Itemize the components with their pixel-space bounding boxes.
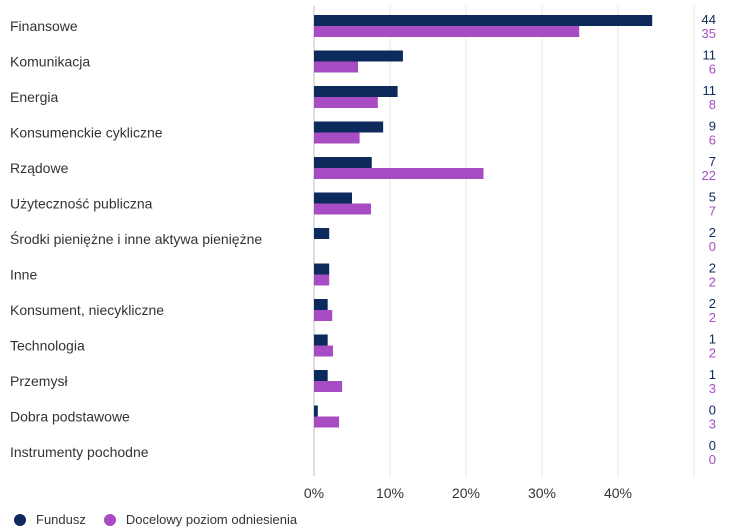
legend-benchmark-label: Docelowy poziom odniesienia — [125, 512, 298, 527]
benchmark-value-label: 0 — [709, 239, 716, 254]
benchmark-value-label: 7 — [709, 204, 716, 219]
legend-item-fund: Fundusz — [14, 512, 86, 527]
fund-bar — [314, 157, 372, 168]
category-labels: Finansowe Komunikacja Energia Konsumenckie … — [10, 18, 262, 460]
category-label: Konsumenckie cykliczne — [10, 125, 163, 141]
benchmark-bar — [314, 26, 580, 37]
x-tick-label: 0% — [304, 485, 324, 501]
benchmark-bar — [314, 345, 333, 357]
fund-value-label: 1 — [709, 367, 716, 382]
category-label: Energia — [10, 89, 58, 105]
x-tick-label: 20% — [452, 485, 480, 501]
benchmark-value-label: 6 — [709, 62, 716, 77]
benchmark-value-label: 0 — [709, 452, 716, 467]
sector-allocation-chart: Finansowe Komunikacja Energia Konsumenckie … — [10, 6, 716, 501]
x-tick-label: 40% — [604, 485, 632, 501]
benchmark-value-label: 3 — [709, 381, 716, 396]
fund-value-label: 1 — [709, 332, 716, 347]
category-label: Komunikacja — [10, 54, 90, 70]
legend-item-benchmark: Docelowy poziom odniesienia — [103, 512, 298, 527]
category-label: Konsument, niecykliczne — [10, 302, 164, 318]
benchmark-bar — [314, 168, 484, 179]
benchmark-value-label: 3 — [709, 417, 716, 432]
x-tick-label: 10% — [376, 485, 404, 501]
category-label: Użyteczność publiczna — [10, 196, 153, 212]
fund-bar — [314, 263, 330, 275]
fund-value-label: 9 — [709, 119, 716, 134]
benchmark-bar — [314, 61, 359, 73]
benchmark-bar — [314, 274, 330, 286]
legend-fund-swatch — [14, 513, 26, 526]
fund-bar — [314, 50, 403, 62]
benchmark-value-label: 22 — [702, 168, 716, 183]
benchmark-bar — [314, 310, 333, 321]
fund-value-label: 2 — [709, 296, 716, 311]
fund-bar — [314, 121, 384, 133]
fund-bar — [314, 405, 318, 417]
fund-value-label: 7 — [709, 154, 716, 169]
fund-value-label: 5 — [709, 190, 716, 205]
benchmark-bar — [314, 97, 378, 108]
x-axis-ticks: 0% 10% 20% 30% 40% — [304, 485, 632, 501]
benchmark-value-label: 2 — [709, 346, 716, 361]
fund-bar — [314, 192, 352, 204]
category-label: Środki pieniężne i inne aktywa pieniężne — [10, 230, 262, 247]
fund-bar — [314, 228, 330, 239]
benchmark-value-label: 8 — [709, 97, 716, 112]
legend-fund-label: Fundusz — [36, 512, 86, 527]
category-label: Instrumenty pochodne — [10, 444, 149, 460]
benchmark-bar — [314, 203, 371, 215]
category-label: Inne — [10, 267, 37, 283]
benchmark-value-label: 35 — [702, 26, 716, 41]
legend: Fundusz Docelowy poziom odniesienia — [14, 512, 315, 527]
category-label: Dobra podstawowe — [10, 409, 130, 425]
fund-value-label: 11 — [703, 83, 717, 98]
benchmark-value-label: 6 — [709, 133, 716, 148]
fund-bar — [314, 299, 328, 310]
benchmark-value-label: 2 — [709, 275, 716, 290]
category-label: Rządowe — [10, 160, 69, 176]
category-label: Przemysł — [10, 373, 68, 389]
benchmark-bar — [314, 416, 340, 428]
fund-bar — [314, 86, 398, 97]
fund-value-label: 11 — [703, 48, 717, 63]
fund-value-label: 0 — [709, 403, 716, 418]
legend-benchmark-swatch — [103, 513, 116, 526]
bars — [314, 15, 653, 428]
gridlines — [313, 6, 695, 476]
fund-value-label: 2 — [709, 225, 716, 240]
benchmark-bar — [314, 132, 360, 144]
fund-value-label: 0 — [709, 438, 716, 453]
x-tick-label: 30% — [528, 485, 556, 501]
category-label: Finansowe — [10, 18, 78, 34]
benchmark-bar — [314, 381, 343, 392]
category-label: Technologia — [10, 338, 85, 354]
fund-bar — [314, 334, 328, 346]
fund-value-label: 2 — [709, 261, 716, 276]
fund-bar — [314, 15, 653, 26]
fund-bar — [314, 370, 328, 381]
benchmark-value-label: 2 — [709, 310, 716, 325]
fund-value-label: 44 — [702, 12, 716, 27]
